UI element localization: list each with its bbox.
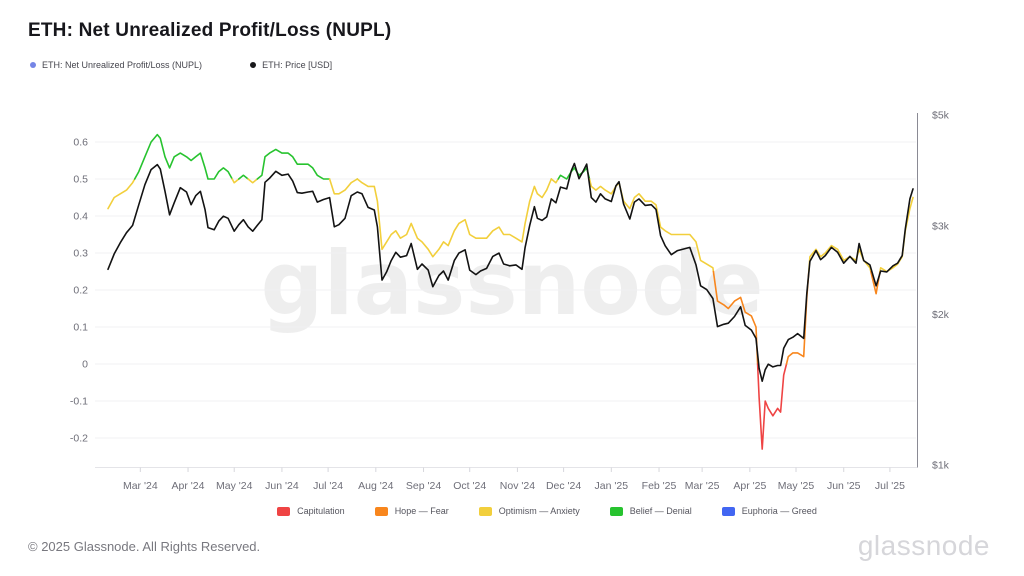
x-axis-tick-label: Jun '25	[827, 480, 861, 492]
nupl-line-segment	[256, 148, 331, 180]
page-title: ETH: Net Unrealized Profit/Loss (NUPL)	[28, 20, 392, 41]
band-legend-euphoria-greed[interactable]: Euphoria — Greed	[721, 506, 817, 516]
nupl-line-segment	[356, 178, 553, 258]
nupl-line-segment	[550, 178, 560, 184]
series-legend: ETH: Net Unrealized Profit/Loss (NUPL) E…	[30, 60, 332, 70]
band-legend-capitulation-label: Capitulation	[297, 506, 345, 516]
left-axis-tick-label: 0	[82, 359, 88, 371]
belief-denial-swatch-icon	[609, 506, 623, 516]
nupl-line-segment	[756, 363, 788, 450]
left-axis-tick-label: -0.1	[70, 396, 88, 408]
nupl-line-segment	[133, 133, 233, 180]
nupl-line-segment	[231, 178, 240, 184]
left-axis-tick-label: 0.3	[73, 248, 88, 260]
x-axis-tick-label: Mar '25	[685, 480, 720, 492]
left-axis-tick-label: 0.2	[73, 285, 88, 297]
optimism-anxiety-swatch-icon	[478, 506, 492, 516]
band-legend-optimism-anxiety[interactable]: Optimism — Anxiety	[478, 506, 580, 516]
left-axis-tick-label: 0.1	[73, 322, 88, 334]
band-legend-optimism-anxiety-label: Optimism — Anxiety	[498, 506, 580, 516]
left-axis-tick-label: -0.2	[70, 433, 88, 445]
watermark: glassnode	[260, 232, 763, 335]
capitulation-swatch-icon	[277, 506, 291, 516]
legend-item-price-label: ETH: Price [USD]	[262, 60, 333, 70]
band-legend-belief-denial[interactable]: Belief — Denial	[609, 506, 692, 516]
band-legend-capitulation[interactable]: Capitulation	[277, 506, 345, 516]
x-axis-tick-label: Feb '25	[642, 480, 677, 492]
x-axis-tick-label: Nov '24	[500, 480, 535, 492]
x-axis-tick-label: Apr '24	[172, 480, 205, 492]
x-axis-tick-label: Oct '24	[453, 480, 486, 492]
x-axis-tick-label: Sep '24	[406, 480, 441, 492]
euphoria-greed-swatch-icon	[721, 506, 735, 516]
band-legend: Capitulation Hope — Fear Optimism — Anxi…	[70, 506, 1024, 516]
legend-item-nupl-label: ETH: Net Unrealized Profit/Loss (NUPL)	[42, 60, 203, 70]
glassnode-wordmark: glassnode	[857, 530, 990, 561]
x-axis-tick-label: Jul '24	[313, 480, 343, 492]
x-axis-tick-label: Aug '24	[358, 480, 393, 492]
x-axis-tick-label: May '24	[216, 480, 253, 492]
band-legend-belief-denial-label: Belief — Denial	[629, 506, 692, 516]
band-legend-hope-fear-label: Hope — Fear	[394, 506, 449, 516]
left-axis-tick-label: 0.6	[73, 137, 88, 149]
nupl-line-segment	[238, 174, 249, 180]
nupl-line-segment	[588, 178, 715, 273]
right-axis-tick-label: $2k	[932, 309, 950, 321]
nupl-line-segment	[557, 167, 591, 180]
x-axis-tick-label: Jan '25	[595, 480, 629, 492]
x-axis-tick-label: Mar '24	[123, 480, 158, 492]
nupl-line-segment	[247, 178, 259, 184]
price-series-dot-icon	[250, 62, 257, 68]
x-axis-tick-label: Jul '25	[875, 480, 905, 492]
x-axis-tick-label: May '25	[778, 480, 815, 492]
right-axis-tick-label: $1k	[932, 460, 950, 472]
right-axis-tick-label: $5k	[932, 110, 950, 122]
x-axis-tick-label: Dec '24	[546, 480, 581, 492]
x-axis-tick-label: Apr '25	[733, 480, 766, 492]
band-legend-hope-fear[interactable]: Hope — Fear	[374, 506, 449, 516]
copyright-text: © 2025 Glassnode. All Rights Reserved.	[28, 539, 261, 554]
hope-fear-swatch-icon	[374, 506, 388, 516]
x-axis-tick-label: Jun '24	[265, 480, 299, 492]
price-line	[107, 162, 914, 383]
left-axis-tick-label: 0.5	[73, 174, 88, 186]
nupl-line-segment	[328, 178, 359, 195]
left-axis-tick-label: 0.4	[73, 211, 88, 223]
legend-item-nupl[interactable]: ETH: Net Unrealized Profit/Loss (NUPL)	[30, 60, 202, 70]
nupl-line-segment	[712, 270, 759, 365]
nupl-line-segment	[107, 178, 136, 210]
right-axis-tick-label: $3k	[932, 221, 950, 233]
band-legend-euphoria-greed-label: Euphoria — Greed	[741, 506, 817, 516]
nupl-series-dot-icon	[30, 62, 36, 68]
legend-item-price[interactable]: ETH: Price [USD]	[250, 60, 332, 70]
